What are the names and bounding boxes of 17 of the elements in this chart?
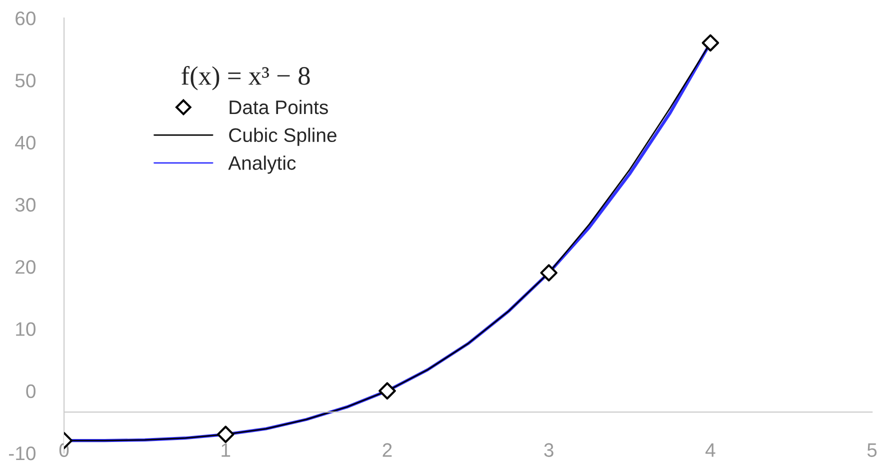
- legend-label: Data Points: [230, 100, 328, 114]
- legend-title: f(x) = x³ − 8: [182, 66, 310, 90]
- x-tick-label: 5: [867, 443, 877, 457]
- y-tick-label: 0: [26, 384, 36, 398]
- x-tick-label: 4: [705, 443, 716, 457]
- y-tick-label: 10: [16, 322, 36, 336]
- y-tick-label: 20: [16, 260, 36, 274]
- x-tick-label: 1: [222, 443, 230, 457]
- x-tick-label: 2: [382, 443, 392, 457]
- legend-label: Analytic: [228, 156, 296, 174]
- y-tick-label: 40: [15, 136, 36, 150]
- y-tick-label: 60: [16, 12, 36, 26]
- x-tick-label: 3: [544, 443, 554, 457]
- y-tick-label: -10: [9, 446, 36, 460]
- y-tick-label: 50: [15, 74, 36, 88]
- legend-label: Cubic Spline: [229, 128, 336, 146]
- y-tick-label: 30: [15, 198, 36, 212]
